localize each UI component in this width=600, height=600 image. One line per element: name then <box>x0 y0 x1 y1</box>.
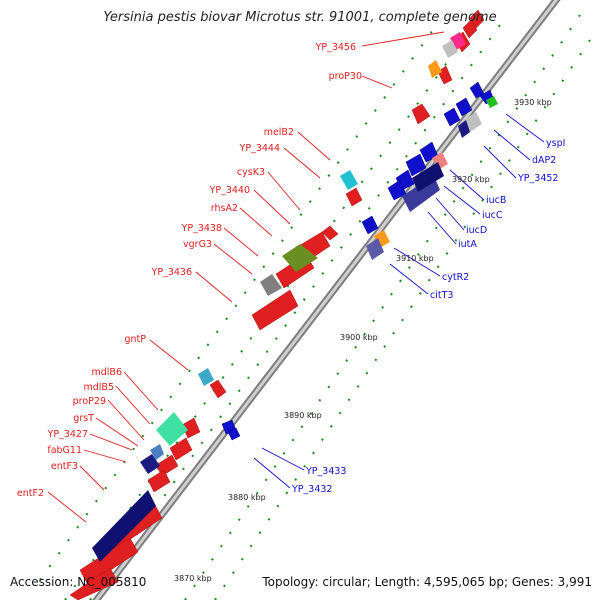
gene-label: dAP2 <box>532 155 556 166</box>
gene-label: YP_3452 <box>517 173 558 184</box>
map-title: Yersinia pestis biovar Microtus str. 910… <box>103 10 497 25</box>
gene-label: rhsA2 <box>211 203 238 214</box>
gene-label: YP_3444 <box>239 143 280 154</box>
tick-label: 3890 kbp <box>284 411 322 420</box>
tick-label: 3910 kbp <box>396 254 434 263</box>
forward-genes <box>69 9 485 600</box>
tick-label: 3870 kbp <box>174 574 212 583</box>
gene-label: YP_3433 <box>305 466 346 477</box>
gene-label: fabG11 <box>47 445 82 456</box>
gene-label: entF2 <box>17 488 44 499</box>
forward-gene-labels: YP_3456 proP30 melB2 YP_3444 cysK3 YP_34… <box>17 42 362 499</box>
gene-label: cytR2 <box>442 272 469 283</box>
topology-text: Topology: circular; Length: 4,595,065 bp… <box>262 575 592 589</box>
gene-label: yspI <box>546 138 565 149</box>
gene-label: citT3 <box>430 290 453 301</box>
gene-label: proP29 <box>73 396 106 407</box>
gene-label: YP_3427 <box>47 429 88 440</box>
gene-label: YP_3440 <box>209 185 250 196</box>
gene-label: iucC <box>482 210 503 221</box>
forward-leader-lines <box>47 31 445 523</box>
gene-label: cysK3 <box>237 167 265 178</box>
gene-label: vgrG3 <box>183 239 212 250</box>
gene-label: iucB <box>486 195 506 206</box>
gene-label: iutA <box>458 239 477 250</box>
gene-label: YP_3456 <box>315 42 356 53</box>
forward-misc-genes <box>92 32 466 562</box>
gene-label: mdlB6 <box>92 367 123 378</box>
reverse-misc-genes <box>366 96 498 260</box>
accession-text: Accession: NC_005810 <box>10 575 147 589</box>
kbp-ticks: 3870 kbp 3880 kbp 3890 kbp 3900 kbp 3910… <box>174 98 552 583</box>
dotted-tracks <box>39 14 591 600</box>
reverse-leader-lines <box>253 113 545 489</box>
gene-label: YP_3438 <box>181 223 222 234</box>
reverse-genes <box>221 81 495 441</box>
gene-label: proP30 <box>329 71 362 82</box>
gene-label: iucD <box>466 225 487 236</box>
tick-label: 3930 kbp <box>514 98 552 107</box>
gene-label: YP_3436 <box>151 267 192 278</box>
gene-label: YP_3432 <box>291 484 332 495</box>
gene-label: grsT <box>73 413 94 424</box>
gene-label: melB2 <box>264 127 294 138</box>
gene-label: mdlB5 <box>84 382 115 393</box>
tick-label: 3880 kbp <box>228 493 266 502</box>
reverse-gene-labels: yspI dAP2 YP_3452 iucB iucC iucD iutA cy… <box>291 138 565 495</box>
genome-backbone <box>92 0 561 600</box>
tick-label: 3920 kbp <box>452 175 490 184</box>
gene-label: gntP <box>124 334 146 345</box>
tick-label: 3900 kbp <box>340 333 378 342</box>
gene-label: entF3 <box>51 461 78 472</box>
